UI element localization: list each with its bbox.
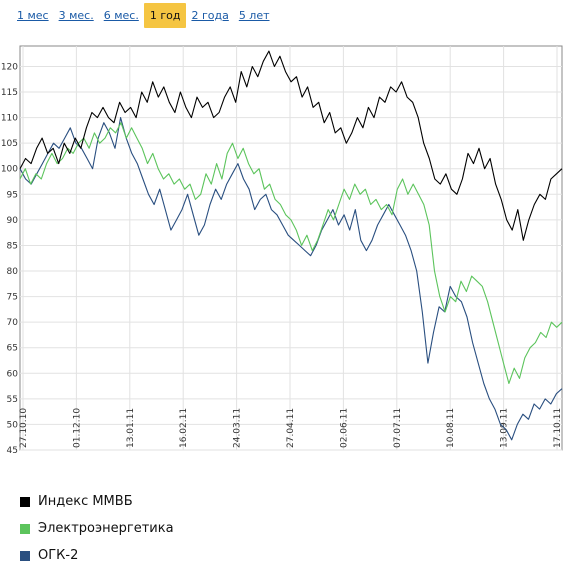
x-tick-label: 13.01.11 xyxy=(126,408,136,448)
y-tick-label: 115 xyxy=(1,88,18,98)
y-tick-label: 70 xyxy=(7,318,19,328)
legend-swatch xyxy=(20,523,30,534)
y-tick-label: 100 xyxy=(1,165,18,175)
period-tab[interactable]: 5 лет xyxy=(238,8,270,22)
chart: 45 50 55 60 65 70 75 80 85 90 95 100 105 110 115 120 27.… xyxy=(0,38,569,478)
period-tab[interactable]: 2 года xyxy=(191,8,229,22)
x-tick-label: 27.04.11 xyxy=(286,408,296,448)
legend-label: Электроэнергетика xyxy=(38,521,174,536)
legend: Индекс ММВБ Электроэнергетика ОГК-2 xyxy=(20,488,174,569)
x-tick-label: 10.08.11 xyxy=(446,408,456,448)
line-chart: 45 50 55 60 65 70 75 80 85 90 95 100 105 110 115 120 27.… xyxy=(1,45,563,456)
legend-item: Индекс ММВБ xyxy=(20,488,174,515)
y-tick-label: 90 xyxy=(7,216,19,226)
series-line xyxy=(19,117,563,441)
series-line xyxy=(19,50,563,241)
y-tick-label: 120 xyxy=(1,62,18,72)
y-tick-label: 110 xyxy=(1,114,18,124)
legend-label: ОГК-2 xyxy=(38,548,79,563)
x-tick-label: 17.10.11 xyxy=(553,408,563,448)
legend-label: Индекс ММВБ xyxy=(38,494,133,509)
period-tab[interactable]: 1 мес xyxy=(17,8,49,22)
x-tick-label: 02.06.11 xyxy=(339,408,349,448)
legend-item: ОГК-2 xyxy=(20,542,174,569)
y-tick-label: 45 xyxy=(7,446,18,456)
x-tick-label: 07.07.11 xyxy=(393,408,403,448)
y-tick-label: 55 xyxy=(7,395,18,405)
y-tick-label: 95 xyxy=(7,190,18,200)
x-tick-label: 16.02.11 xyxy=(179,408,189,448)
legend-swatch xyxy=(20,496,30,507)
legend-swatch xyxy=(20,550,30,561)
y-tick-label: 75 xyxy=(7,293,18,303)
period-tab[interactable]: 3 мес. xyxy=(58,8,94,22)
period-tab[interactable]: 6 мес. xyxy=(103,8,139,22)
plot-area xyxy=(19,45,563,451)
y-tick-label: 60 xyxy=(7,369,19,379)
y-tick-label: 105 xyxy=(1,139,18,149)
legend-item: Электроэнергетика xyxy=(20,515,174,542)
period-tab[interactable]: 1 год xyxy=(143,2,187,28)
x-tick-label: 24.03.11 xyxy=(233,408,243,448)
y-tick-label: 50 xyxy=(7,420,19,430)
y-tick-label: 80 xyxy=(7,267,19,277)
y-tick-label: 65 xyxy=(7,344,18,354)
x-tick-label: 01.12.10 xyxy=(72,408,82,448)
period-selector: 1 мес 3 мес. 6 мес. 1 год 2 года 5 лет xyxy=(12,2,275,28)
series-line xyxy=(19,122,563,385)
y-tick-label: 85 xyxy=(7,241,18,251)
x-tick-label: 27.10.10 xyxy=(19,408,29,448)
